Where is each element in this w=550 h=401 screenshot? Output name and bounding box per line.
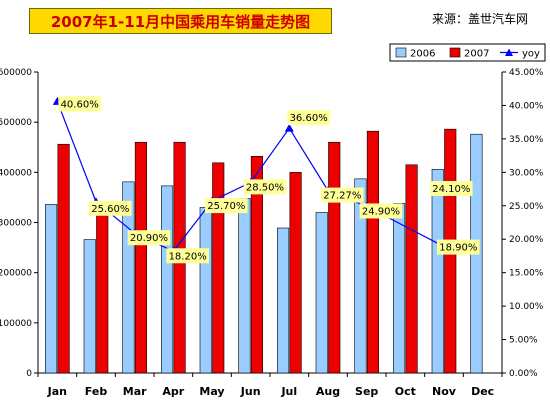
x-category-label: Oct [395, 385, 416, 398]
legend-marker-yoy [505, 48, 513, 56]
bar-2006-oct [393, 203, 406, 374]
yoy-data-label: 24.90% [362, 206, 400, 217]
yoy-marker-jul [284, 123, 294, 132]
bar-2006-apr [161, 185, 174, 374]
yoy-extra-label-bg [430, 181, 473, 196]
bar-2007-aug [328, 141, 341, 374]
right-tick-label: 30.00% [509, 168, 544, 178]
yoy-data-label-bg [321, 187, 364, 203]
x-category-label: Nov [432, 385, 457, 398]
left-tick-label: 400000 [0, 168, 32, 178]
yoy-extra-label: 24.10% [432, 184, 470, 195]
yoy-data-label: 28.50% [246, 182, 284, 193]
left-tick-label: 200000 [0, 269, 32, 279]
yoy-data-label-bg [89, 200, 132, 216]
bar-2007-oct [405, 164, 418, 374]
x-category-label: Jan [47, 385, 67, 398]
yoy-data-label: 20.90% [130, 233, 168, 244]
chart-title: 2007年1-11月中国乘用车销量走势图 [50, 12, 311, 31]
x-category-label: Dec [471, 385, 494, 398]
legend-label-yoy: yoy [522, 49, 540, 60]
bar-2007-jan [57, 143, 70, 374]
right-tick-label: 15.00% [509, 269, 544, 279]
bar-2006-feb [83, 239, 96, 374]
bar-2007-jul [289, 172, 302, 374]
x-category-label: Aug [316, 385, 340, 398]
x-category-label: Jun [240, 385, 261, 398]
bar-2007-sep [366, 130, 379, 374]
yoy-data-label-bg [287, 110, 330, 126]
legend-label-2006: 2006 [410, 49, 435, 60]
yoy-data-label-bg [437, 239, 480, 255]
left-tick-label: 100000 [0, 319, 32, 329]
yoy-data-label: 27.27% [323, 191, 361, 202]
x-category-label: Mar [123, 385, 147, 398]
yoy-data-label: 36.60% [290, 113, 328, 124]
yoy-data-label-bg [243, 179, 287, 195]
x-category-label: May [199, 385, 224, 398]
left-tick-label: 0 [26, 369, 32, 379]
bar-2006-jan [45, 204, 58, 374]
chart-title-box: 2007年1-11月中国乘用车销量走势图 [29, 8, 332, 34]
x-category-label: Sep [355, 385, 378, 398]
yoy-data-label-bg [205, 198, 248, 214]
bar-2006-jul [277, 227, 290, 374]
legend-swatch-2006 [395, 47, 407, 58]
right-tick-label: 45.00% [509, 68, 544, 78]
right-tick-label: 25.00% [509, 202, 544, 212]
yoy-data-label: 40.60% [61, 99, 99, 110]
bar-2007-may [212, 162, 225, 374]
legend-swatch-2007 [449, 47, 461, 58]
bar-2006-aug [315, 212, 328, 374]
right-tick-label: 5.00% [509, 336, 538, 346]
yoy-data-label-bg [166, 248, 209, 264]
bar-2006-may [199, 207, 212, 374]
right-tick-label: 0.00% [509, 369, 538, 379]
right-tick-label: 20.00% [509, 235, 544, 245]
bar-2006-mar [122, 181, 135, 374]
legend-label-2007: 2007 [464, 49, 489, 60]
yoy-data-label-bg [359, 203, 403, 219]
right-tick-label: 35.00% [509, 135, 544, 145]
yoy-data-label-bg [58, 96, 101, 112]
yoy-data-label-bg [127, 230, 171, 246]
source-note: 来源：盖世汽车网 [432, 12, 529, 26]
left-tick-label: 600000 [0, 68, 32, 78]
legend-box [389, 43, 546, 62]
bar-2006-jun [238, 198, 251, 374]
bar-2006-nov [431, 169, 444, 374]
x-category-label: Apr [162, 385, 184, 398]
right-tick-label: 10.00% [509, 302, 544, 312]
yoy-data-label: 25.60% [91, 204, 129, 215]
bar-2007-feb [96, 201, 109, 374]
right-tick-label: 40.00% [509, 101, 544, 111]
yoy-data-label: 18.20% [169, 251, 207, 262]
bar-2007-jun [250, 155, 263, 374]
x-category-label: Feb [85, 385, 108, 398]
x-category-label: Jul [280, 385, 297, 398]
bar-2007-mar [134, 141, 147, 374]
yoy-data-label: 18.90% [439, 243, 477, 254]
bar-2006-sep [354, 178, 367, 374]
left-tick-label: 500000 [0, 118, 32, 128]
yoy-series-line [56, 101, 445, 253]
yoy-data-label: 25.70% [207, 201, 245, 212]
left-tick-label: 300000 [0, 219, 32, 229]
